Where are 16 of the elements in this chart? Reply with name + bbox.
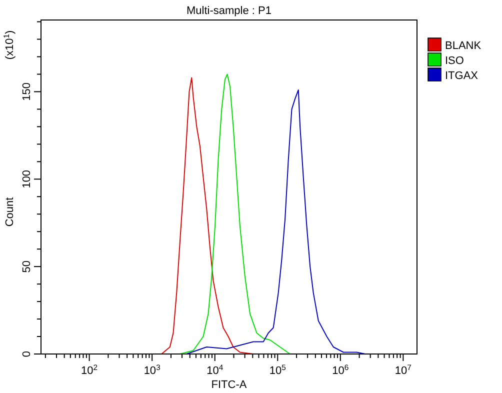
x-tick-label: 10$^{5}$ xyxy=(269,362,286,377)
legend-label: ITGAX xyxy=(445,70,479,82)
y-tick-label: 0 xyxy=(21,350,33,358)
y-tick-label: 100 xyxy=(21,170,33,188)
y-tick-label: 50 xyxy=(21,260,33,273)
chart-title: Multi-sample : P1 xyxy=(186,5,272,17)
x-tick-label: 10$^{6}$ xyxy=(332,362,349,377)
x-tick-label: 10$^{2}$ xyxy=(81,362,98,377)
x-tick-label: 10$^{3}$ xyxy=(144,362,160,377)
x-tick-label: 10$^{7}$ xyxy=(394,362,412,377)
y-axis-title: Count xyxy=(4,197,16,227)
legend-label: BLANK xyxy=(445,40,482,52)
x-tick-label: 10$^{4}$ xyxy=(206,362,224,377)
x-axis-title: FITC-A xyxy=(211,379,248,391)
y-tick-label: 150 xyxy=(21,82,33,101)
legend-label: ISO xyxy=(445,55,464,67)
